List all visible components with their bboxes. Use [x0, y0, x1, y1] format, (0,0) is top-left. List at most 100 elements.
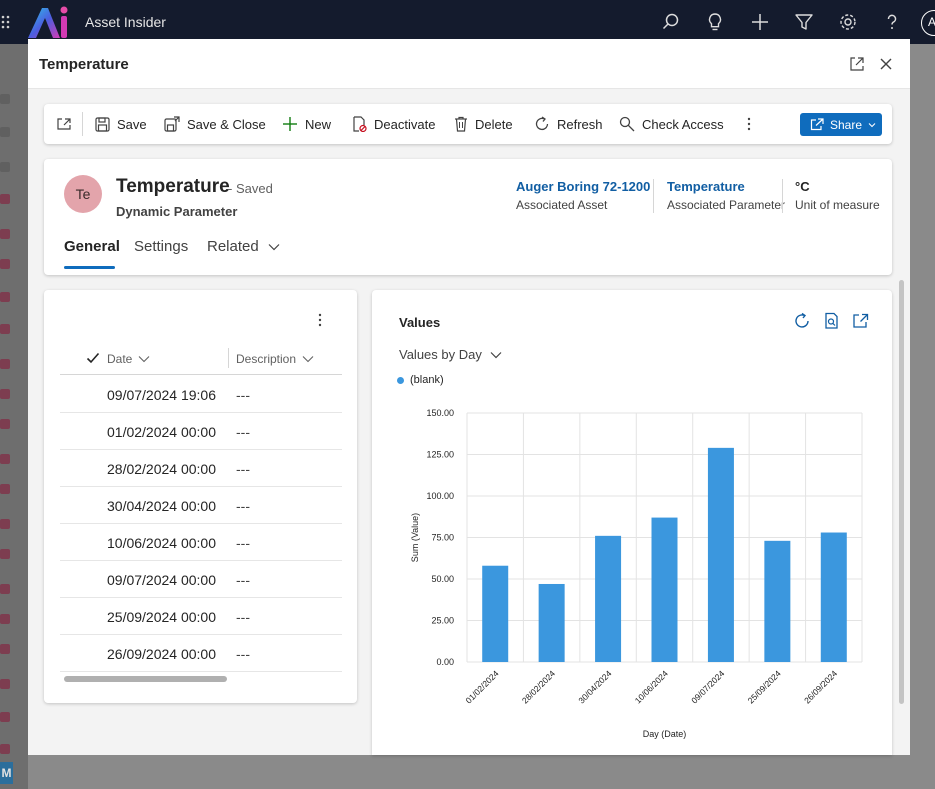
row-description: ---: [236, 424, 250, 440]
nav-item-icon[interactable]: [0, 584, 10, 594]
lightbulb-icon[interactable]: [705, 12, 725, 32]
y-tick-label: 25.00: [431, 616, 454, 626]
add-icon[interactable]: [750, 12, 770, 32]
deactivate-button[interactable]: Deactivate: [352, 104, 435, 144]
associated-parameter-link[interactable]: Temperature: [667, 179, 745, 194]
chart-view-selector[interactable]: Values by Day: [399, 347, 504, 362]
table-row[interactable]: 28/02/2024 00:00 ---: [60, 450, 342, 487]
more-commands-button[interactable]: [744, 104, 761, 144]
new-button[interactable]: New: [282, 104, 331, 144]
user-avatar[interactable]: A: [921, 10, 935, 36]
x-tick-label: 09/07/2024: [689, 668, 726, 705]
nav-item-icon[interactable]: [0, 229, 10, 239]
nav-item-icon[interactable]: [0, 292, 10, 302]
chart-view-label: Values by Day: [399, 347, 482, 362]
y-tick-label: 150.00: [426, 408, 454, 418]
table-row[interactable]: 30/04/2024 00:00 ---: [60, 487, 342, 524]
expand-chart-icon[interactable]: [852, 312, 870, 330]
column-header-date[interactable]: Date: [107, 352, 151, 366]
x-tick-label: 25/09/2024: [746, 668, 783, 705]
nav-item-icon[interactable]: [0, 389, 10, 399]
settings-gear-icon[interactable]: [838, 12, 858, 32]
horizontal-scrollbar[interactable]: [64, 676, 227, 682]
save-button[interactable]: Save: [95, 104, 147, 144]
share-button[interactable]: Share: [800, 113, 882, 136]
row-date: 09/07/2024 00:00: [107, 572, 216, 588]
open-in-new-window-icon[interactable]: [848, 55, 866, 73]
x-tick-label: 28/02/2024: [520, 668, 557, 705]
help-icon[interactable]: [882, 12, 902, 32]
dialog-header: Temperature: [28, 39, 910, 89]
search-icon[interactable]: [661, 12, 681, 32]
filter-icon[interactable]: [794, 12, 814, 32]
x-tick-label: 30/04/2024: [576, 668, 613, 705]
nav-home-icon[interactable]: [0, 127, 10, 137]
nav-item-icon[interactable]: [0, 194, 10, 204]
associated-asset-label: Associated Asset: [516, 198, 608, 212]
nav-item-icon[interactable]: [0, 549, 10, 559]
column-header-description-label: Description: [236, 352, 297, 366]
table-row[interactable]: 01/02/2024 00:00 ---: [60, 413, 342, 450]
nav-item-icon[interactable]: [0, 744, 10, 754]
tab-general[interactable]: General: [64, 238, 120, 255]
associated-asset-field: Auger Boring 72-1200 Associated Asset: [516, 179, 650, 212]
view-records-icon[interactable]: [823, 312, 841, 330]
save-label: Save: [117, 116, 147, 132]
nav-item-icon[interactable]: [0, 614, 10, 624]
row-description: ---: [236, 572, 250, 588]
nav-item-icon[interactable]: [0, 419, 10, 429]
associated-parameter-field: Temperature Associated Parameter: [667, 179, 785, 212]
tab-settings[interactable]: Settings: [134, 238, 188, 255]
nav-item-icon[interactable]: [0, 644, 10, 654]
associated-asset-link[interactable]: Auger Boring 72-1200: [516, 179, 651, 194]
nav-menu-icon[interactable]: [0, 94, 10, 104]
chart-legend[interactable]: (blank): [397, 374, 444, 386]
refresh-button[interactable]: Refresh: [534, 104, 603, 144]
plus-icon: [283, 117, 297, 131]
refresh-chart-icon[interactable]: [793, 312, 811, 330]
popout-button[interactable]: [56, 104, 79, 144]
chart-bar: [595, 535, 622, 662]
table-row[interactable]: 10/06/2024 00:00 ---: [60, 524, 342, 561]
grid-more-options-icon[interactable]: [312, 312, 328, 328]
legend-entry: (blank): [410, 374, 444, 386]
nav-item-icon[interactable]: [0, 259, 10, 269]
nav-item-icon[interactable]: [0, 679, 10, 689]
active-tab-indicator: [64, 266, 115, 269]
row-description: ---: [236, 535, 250, 551]
chevron-down-icon: [490, 351, 502, 358]
nav-recent-icon[interactable]: [0, 162, 10, 172]
save-close-icon: [164, 116, 180, 132]
select-all-checkmark-icon[interactable]: [86, 352, 100, 364]
save-and-close-button[interactable]: Save & Close: [164, 104, 266, 144]
chart-panel-title: Values: [399, 315, 441, 330]
nav-item-icon[interactable]: [0, 359, 10, 369]
nav-item-icon[interactable]: [0, 454, 10, 464]
tab-settings-label: Settings: [134, 238, 189, 255]
chart-bar: [764, 540, 791, 662]
vertical-scrollbar[interactable]: [899, 280, 904, 704]
values-grid: Date Description 09/07/2024 19:06 --- 01/…: [44, 290, 357, 703]
tab-related-label: Related: [207, 238, 259, 255]
record-title: Temperature: [116, 176, 230, 197]
table-row[interactable]: 26/09/2024 00:00 ---: [60, 635, 342, 672]
nav-item-icon[interactable]: [0, 519, 10, 529]
column-separator[interactable]: [228, 348, 229, 368]
table-row[interactable]: 09/07/2024 00:00 ---: [60, 561, 342, 598]
delete-button[interactable]: Delete: [454, 104, 513, 144]
check-access-button[interactable]: Check Access: [619, 104, 724, 144]
area-switcher[interactable]: M: [0, 762, 13, 784]
column-header-description[interactable]: Description: [236, 352, 315, 366]
app-launcher-icon[interactable]: [0, 12, 16, 32]
command-separator: [82, 112, 83, 136]
nav-item-icon[interactable]: [0, 484, 10, 494]
unit-of-measure-field: °C Unit of measure: [795, 179, 880, 212]
table-row[interactable]: 25/09/2024 00:00 ---: [60, 598, 342, 635]
table-row[interactable]: 09/07/2024 19:06 ---: [60, 376, 342, 413]
nav-item-icon[interactable]: [0, 712, 10, 722]
nav-item-icon[interactable]: [0, 324, 10, 334]
close-icon[interactable]: [877, 55, 895, 73]
y-tick-label: 75.00: [431, 533, 454, 543]
legend-marker: [397, 376, 404, 384]
tab-related[interactable]: Related: [207, 238, 282, 255]
